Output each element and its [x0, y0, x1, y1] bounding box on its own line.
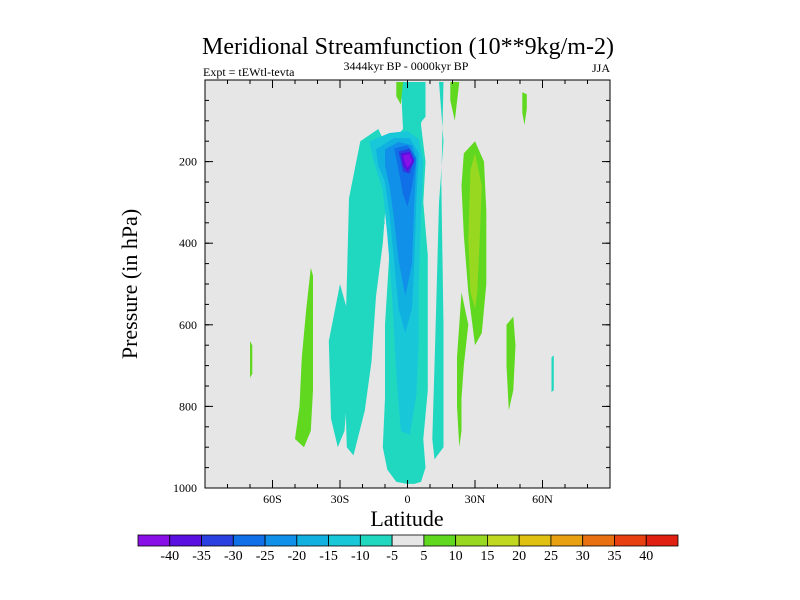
x-tick-label: 0 [405, 492, 411, 506]
colorbar-label: 20 [512, 549, 526, 564]
colorbar-box [582, 534, 615, 547]
colorbar-box [169, 534, 202, 547]
contour-regions [250, 82, 554, 484]
colorbar-label: -20 [287, 549, 306, 564]
colorbar-label: 10 [449, 549, 463, 564]
colorbar-box [487, 534, 520, 547]
contour-region-pos15-21 [468, 153, 482, 309]
colorbar-label: 40 [639, 549, 653, 564]
colorbar: -40 -35 -30 -25 -20 -15 -10 -5 5 10 15 20 25 30 35 40 [137, 534, 679, 564]
colorbar-box [518, 534, 552, 547]
colorbar-box [391, 534, 425, 547]
contour-region-pos10-19 [506, 316, 516, 411]
experiment-label: Expt = tEWtl-tevta [203, 65, 295, 79]
contour-region-neg5-5 [551, 355, 554, 393]
colorbar-label: -10 [351, 549, 370, 564]
y-tick-label: 600 [179, 318, 197, 332]
contour-region-pos10-18 [250, 341, 253, 378]
y-tick-label: 1000 [173, 481, 197, 495]
colorbar-box [614, 534, 647, 547]
y-tick-label: 800 [179, 399, 197, 413]
contour-region-pos10-14 [450, 82, 460, 121]
x-tick-label: 30S [331, 492, 350, 506]
contour-region-neg40-12 [403, 154, 412, 168]
contour-region-neg5-4 [376, 216, 385, 225]
colorbar-label: -5 [386, 549, 398, 564]
chart-title: Meridional Streamfunction (10**9kg/m-2) [202, 34, 614, 60]
contour-region-pos10-20 [522, 92, 527, 125]
colorbar-box [137, 534, 171, 547]
colorbar-label: -25 [256, 549, 275, 564]
x-tick-label: 60S [263, 492, 282, 506]
contour-region-pos10-13 [396, 82, 403, 105]
colorbar-box [455, 534, 488, 547]
x-tick-label: 30N [465, 492, 486, 506]
y-tick-label: 400 [179, 236, 197, 250]
colorbar-box [296, 534, 329, 547]
colorbar-box [550, 534, 584, 547]
colorbar-box [645, 534, 679, 547]
colorbar-label: 5 [420, 549, 427, 564]
colorbar-label: -35 [192, 549, 211, 564]
contour-region-neg5-3 [328, 284, 349, 448]
contour-region-pos10-16 [457, 292, 469, 448]
x-tick-label: 60N [532, 492, 553, 506]
colorbar-box [359, 534, 393, 547]
y-tick-label: 200 [179, 155, 197, 169]
colorbar-label: 35 [607, 549, 621, 564]
season-label: JJA [592, 61, 610, 75]
chart-subtitle: 3444kyr BP - 0000kyr BP [344, 59, 469, 73]
contour-region-pos10-17 [295, 267, 313, 448]
contour-region-neg5-2 [344, 129, 390, 456]
colorbar-box [232, 534, 266, 547]
x-axis-title: Latitude [370, 506, 443, 531]
contour-region-neg5-1 [400, 82, 426, 125]
colorbar-label: 30 [576, 549, 590, 564]
colorbar-label: -30 [224, 549, 243, 564]
axis-ticks: 60S 30S 0 30N 60N 200 400 600 800 1000 [173, 80, 610, 506]
colorbar-box [264, 534, 298, 547]
colorbar-label: -15 [319, 549, 338, 564]
colorbar-label: 15 [480, 549, 494, 564]
colorbar-box [201, 534, 234, 547]
colorbar-box [423, 534, 457, 547]
y-axis-title: Pressure (in hPa) [117, 209, 142, 359]
colorbar-label: -40 [160, 549, 179, 564]
colorbar-label: 25 [544, 549, 558, 564]
colorbar-box [328, 534, 361, 547]
